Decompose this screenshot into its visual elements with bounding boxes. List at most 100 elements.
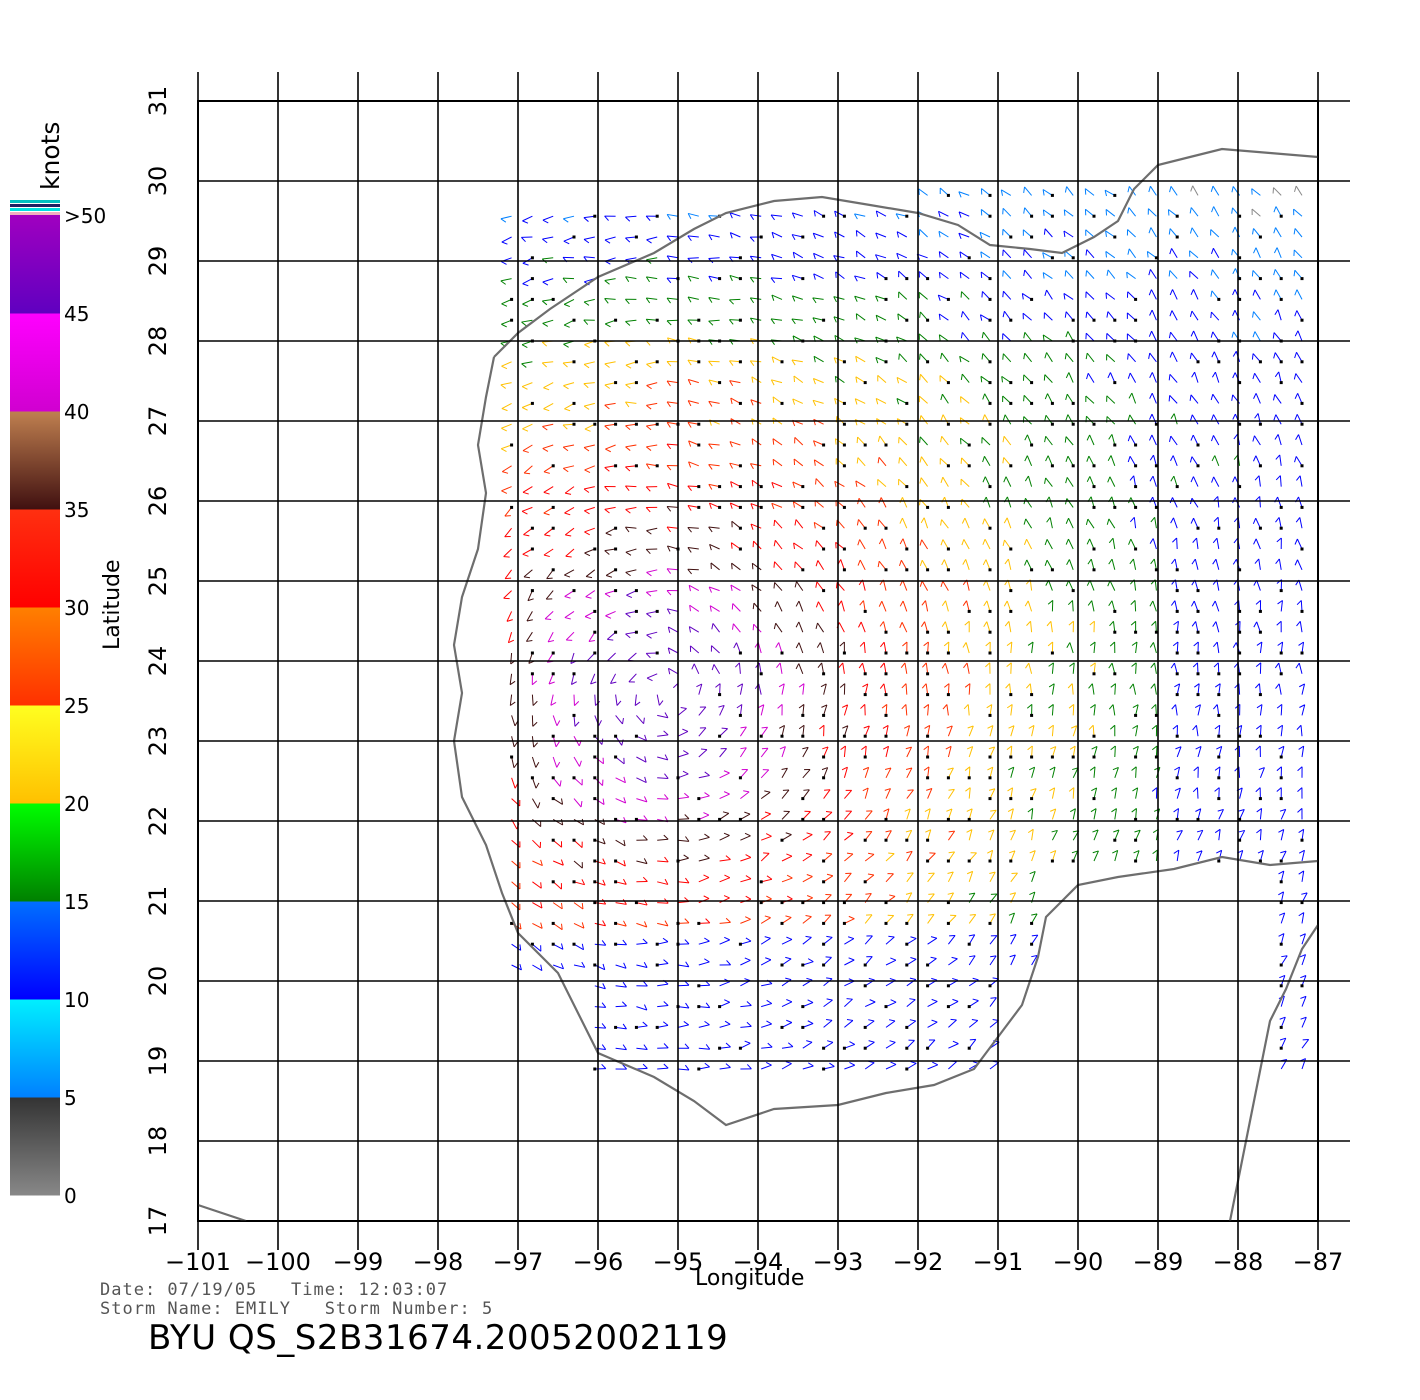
wind-barb [500,443,514,452]
wind-barb [1021,293,1034,301]
wind-barb [989,955,997,966]
wind-barb [1273,269,1283,281]
wind-barb [903,725,911,737]
wind-barb [791,212,803,219]
wind-barb [1027,828,1034,841]
wind-barb [1065,455,1075,468]
wind-barb [1169,289,1178,300]
wind-barb [938,271,949,280]
wind-barb [1107,455,1116,466]
wind-barb [1008,912,1015,924]
wind-barb [698,854,710,862]
wind-barb [584,422,597,432]
wind-barb [1126,229,1136,238]
wind-barb [730,584,741,592]
wind-barb [863,873,875,884]
wind-barb [749,276,762,283]
wind-barb [750,399,762,406]
wind-barb [1023,518,1033,529]
wind-barb [1086,538,1096,551]
lat-tick-label: 30 [144,166,172,197]
wind-barb [898,353,908,363]
wind-barb [1131,766,1137,778]
wind-barb [1065,477,1074,487]
wind-speed-color-scale [10,200,60,1196]
wind-barb [816,642,825,654]
wind-barb [667,626,679,633]
wind-barb [1066,559,1074,570]
wind-barb [946,851,955,863]
wind-barb [698,874,710,883]
wind-barb [920,517,929,529]
wind-barb [740,1001,752,1008]
wind-barb [1067,683,1074,695]
wind-barb [834,438,846,447]
wind-barb [966,746,974,758]
wind-barb [530,672,538,686]
wind-barb [1004,621,1012,633]
wind-barb [919,559,930,572]
wind-barb [795,600,804,612]
wind-barb [940,414,950,426]
wind-barb [739,726,747,737]
wind-barb [927,1019,938,1028]
wind-barb [645,297,658,304]
wind-barb [730,542,742,551]
wind-barb [1003,517,1012,529]
wind-barb [708,443,720,450]
wind-barb [711,623,720,633]
wind-barb [1129,558,1137,570]
wind-barb [1009,850,1016,863]
wind-barb [546,568,555,580]
wind-barb [1044,559,1054,572]
wind-barb [687,568,699,575]
wind-barb [523,526,534,537]
wind-barb [1008,725,1015,737]
wind-barb [1105,292,1116,300]
wind-barb [858,621,866,633]
wind-barb [1252,518,1262,530]
wind-barb [1108,537,1116,550]
wind-barb [958,232,970,239]
wind-barb [593,838,606,845]
wind-barb [926,1039,936,1050]
wind-barb [927,913,935,924]
wind-barb [1023,249,1032,259]
wind-barb [883,745,890,758]
wind-barb [687,526,699,533]
wind-barb [918,333,928,342]
wind-barb [531,694,538,706]
wind-barb [1085,291,1095,300]
wind-barb [687,421,701,428]
wind-barb [1254,683,1262,697]
wind-barb [697,792,710,801]
wind-barb [986,704,993,717]
wind-barb [610,673,617,685]
wind-barb [564,589,576,599]
wind-barb [771,294,783,301]
wind-barb [1168,228,1179,239]
wind-barb [614,939,627,946]
wind-barb [1010,872,1018,883]
wind-barb [526,631,533,642]
wind-barb [636,796,648,803]
wind-barb [989,871,996,883]
wind-barb [1024,455,1033,466]
wind-barb [1090,808,1097,820]
wind-barb [877,456,887,467]
wind-barb [947,871,954,883]
wind-barb [1167,209,1179,218]
wind-barb [1174,766,1181,780]
wind-barb [1254,475,1261,487]
wind-barb [771,502,783,510]
wind-barb [855,355,866,363]
wind-barb [1044,539,1053,550]
wind-barb [919,311,930,322]
wind-barb [733,642,742,655]
wind-barb [564,569,575,578]
wind-barb [711,664,721,675]
wind-barb [626,589,638,599]
wind-barb [1089,620,1095,633]
wind-barb [1171,704,1178,716]
wind-barb [636,938,648,945]
